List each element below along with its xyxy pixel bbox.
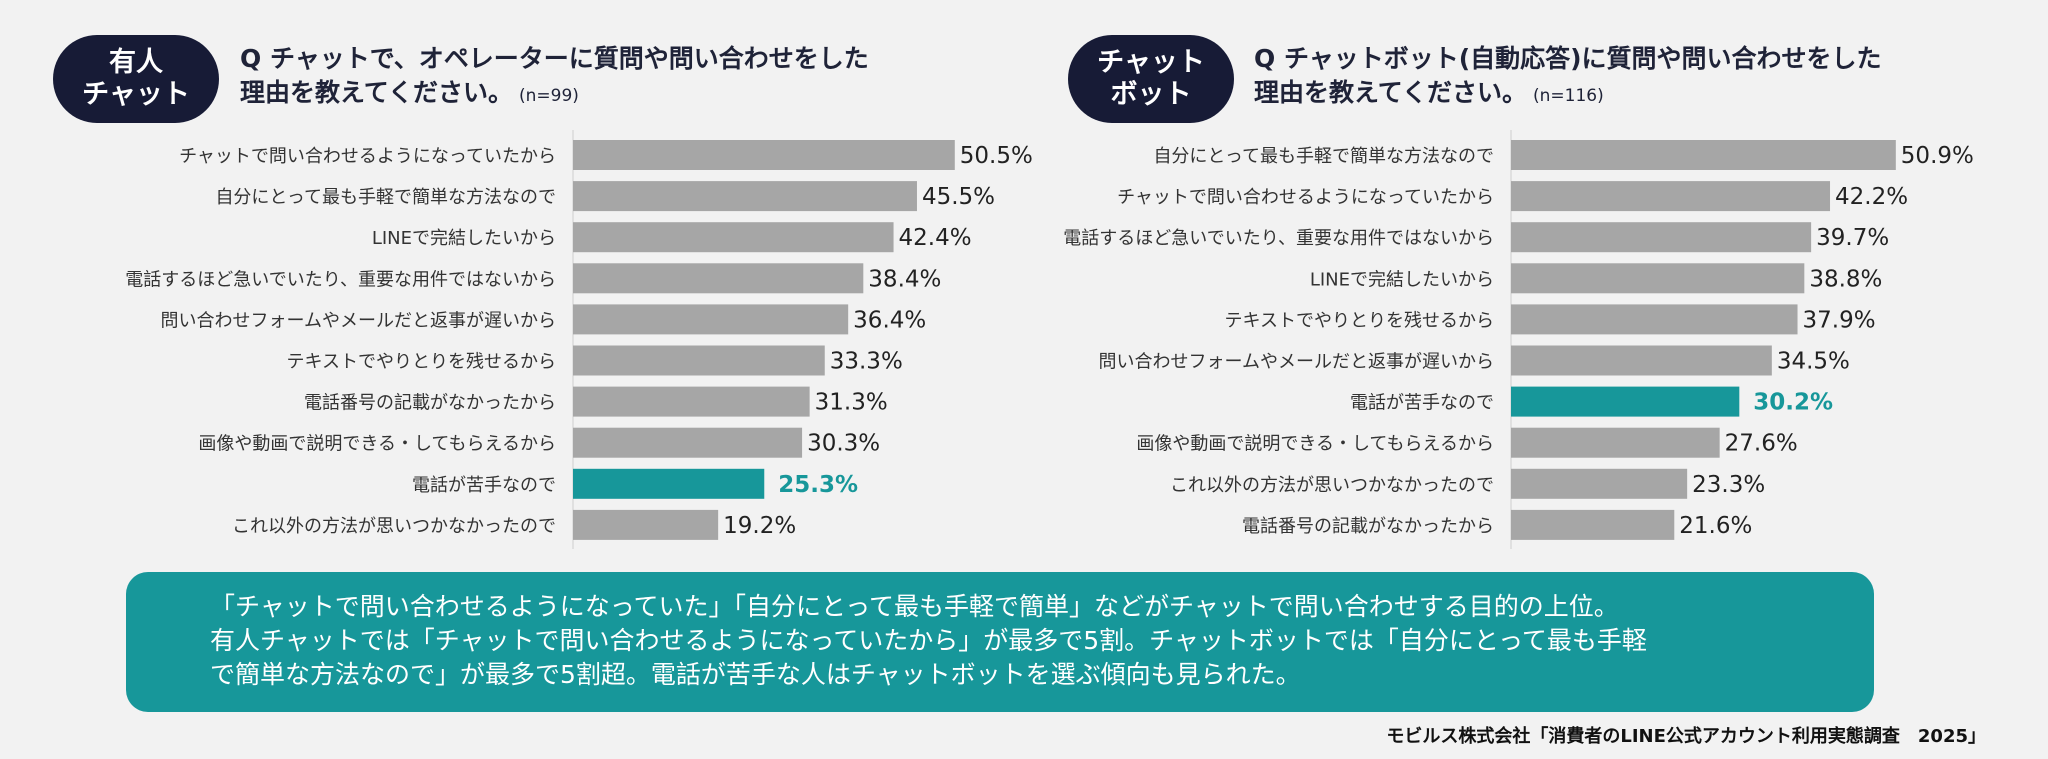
value-label: 31.3% <box>815 390 888 416</box>
summary-line2: 有人チャットでは「チャットで問い合わせるようになっていたから」が最多で5割。チャ… <box>210 626 1647 655</box>
value-label: 27.6% <box>1725 431 1798 457</box>
value-label: 23.3% <box>1692 472 1765 498</box>
bar <box>573 140 955 170</box>
category-label: 自分にとって最も手軽で簡単な方法なので <box>1153 146 1494 167</box>
question-line2: 理由を教えてください。 <box>1254 78 1528 107</box>
bar <box>1511 263 1805 294</box>
human-chat-badge: 有人 チャット <box>53 35 219 123</box>
value-label: 33.3% <box>830 349 903 375</box>
bar <box>1511 427 1720 458</box>
bar <box>1511 181 1831 212</box>
value-label: 42.2% <box>1835 184 1908 210</box>
category-label: 問い合わせフォームやメールだと返事が遅いから <box>161 310 556 331</box>
category-label: 電話が苦手なので <box>412 475 556 496</box>
bar <box>1511 304 1798 335</box>
category-label: 電話番号の記載がなかったから <box>1242 516 1494 537</box>
bar <box>1511 509 1675 540</box>
bar <box>1511 468 1688 499</box>
question-line1: Q チャットボット(自動応答)に質問や問い合わせをした <box>1254 44 1882 73</box>
bar <box>573 427 803 458</box>
bar-highlight <box>573 468 765 499</box>
category-label: 電話するほど急いでいたり、重要な用件ではないから <box>125 269 556 290</box>
summary-line1: 「チャットで問い合わせるようになっていた」「自分にとって最も手軽で簡単」などがチ… <box>210 592 1619 621</box>
question-text: Q チャットボット(自動応答)に質問や問い合わせをした 理由を教えてください。(… <box>1254 42 1882 113</box>
bar <box>573 345 825 376</box>
value-label: 37.9% <box>1803 307 1876 333</box>
bar-chart-chatbot: 自分にとって最も手軽で簡単な方法なので 50.9% チャットで問い合わせるようになっ… <box>1063 130 1974 549</box>
value-label: 30.2% <box>1753 390 1833 416</box>
value-label: 34.5% <box>1777 349 1850 375</box>
category-label: 自分にとって最も手軽で簡単な方法なので <box>215 187 556 208</box>
summary-line3: で簡単な方法なので」が最多で5割超。電話が苦手な人はチャットボットを選ぶ傾向も見… <box>210 660 1301 689</box>
category-label: 電話番号の記載がなかったから <box>304 393 556 414</box>
badge-line2: チャット <box>82 79 190 110</box>
value-label: 39.7% <box>1816 225 1889 251</box>
bar <box>1511 140 1896 170</box>
category-label: これ以外の方法が思いつかなかったので <box>232 516 556 537</box>
category-label: これ以外の方法が思いつかなかったので <box>1170 475 1494 496</box>
bar-chart-human-chat: チャットで問い合わせるようになっていたから 50.5% 自分にとって最も手軽で簡単な… <box>125 130 1033 549</box>
category-label: 電話するほど急いでいたり、重要な用件ではないから <box>1063 228 1494 249</box>
bar <box>573 386 810 417</box>
sample-size: (n=116) <box>1533 86 1604 106</box>
sample-size: (n=99) <box>519 86 579 106</box>
value-label: 38.8% <box>1809 266 1882 292</box>
value-label: 25.3% <box>778 472 858 498</box>
value-label: 38.4% <box>868 266 941 292</box>
category-label: LINEで完結したいから <box>1310 269 1494 290</box>
left-panel: 有人 チャット Q チャットで、オペレーターに質問や問い合わせをした 理由を教え… <box>0 0 1040 560</box>
badge-line2: ボット <box>1110 79 1192 110</box>
category-label: 画像や動画で説明できる・してもらえるから <box>1136 434 1494 455</box>
category-label: 問い合わせフォームやメールだと返事が遅いから <box>1099 352 1494 373</box>
summary-box: 「チャットで問い合わせるようになっていた」「自分にとって最も手軽で簡単」などがチ… <box>126 572 1874 712</box>
bar <box>573 222 894 253</box>
right-panel: チャット ボット Q チャットボット(自動応答)に質問や問い合わせをした 理由を… <box>1016 0 2048 560</box>
value-label: 42.4% <box>899 225 972 251</box>
category-label: 画像や動画で説明できる・してもらえるから <box>198 434 556 455</box>
badge-line1: チャット <box>1097 47 1205 78</box>
category-label: テキストでやりとりを残せるから <box>1225 310 1494 331</box>
value-label: 36.4% <box>853 307 926 333</box>
value-label: 45.5% <box>922 184 995 210</box>
bar <box>573 509 719 540</box>
chatbot-badge: チャット ボット <box>1068 35 1234 123</box>
value-label: 50.9% <box>1901 143 1974 169</box>
badge-line1: 有人 <box>109 47 163 78</box>
source-credit: モビルス株式会社「消費者のLINE公式アカウント利用実態調査 2025」 <box>1386 726 1986 747</box>
value-label: 50.5% <box>960 143 1033 169</box>
value-label: 19.2% <box>723 513 796 539</box>
category-label: 電話が苦手なので <box>1350 393 1494 414</box>
category-label: チャットで問い合わせるようになっていたから <box>1117 187 1494 208</box>
question-line2: 理由を教えてください。 <box>240 78 514 107</box>
category-label: テキストでやりとりを残せるから <box>287 352 556 373</box>
bar <box>1511 222 1812 253</box>
bar <box>1511 345 1772 376</box>
value-label: 21.6% <box>1679 513 1752 539</box>
question-text: Q チャットで、オペレーターに質問や問い合わせをした 理由を教えてください。 (n… <box>240 42 869 113</box>
question-line1: Q チャットで、オペレーターに質問や問い合わせをした <box>240 44 869 73</box>
category-label: チャットで問い合わせるようになっていたから <box>179 146 556 167</box>
bar-highlight <box>1511 386 1740 417</box>
bar <box>573 181 917 212</box>
bar <box>573 304 849 335</box>
category-label: LINEで完結したいから <box>372 228 556 249</box>
value-label: 30.3% <box>807 431 880 457</box>
bar <box>573 263 864 294</box>
